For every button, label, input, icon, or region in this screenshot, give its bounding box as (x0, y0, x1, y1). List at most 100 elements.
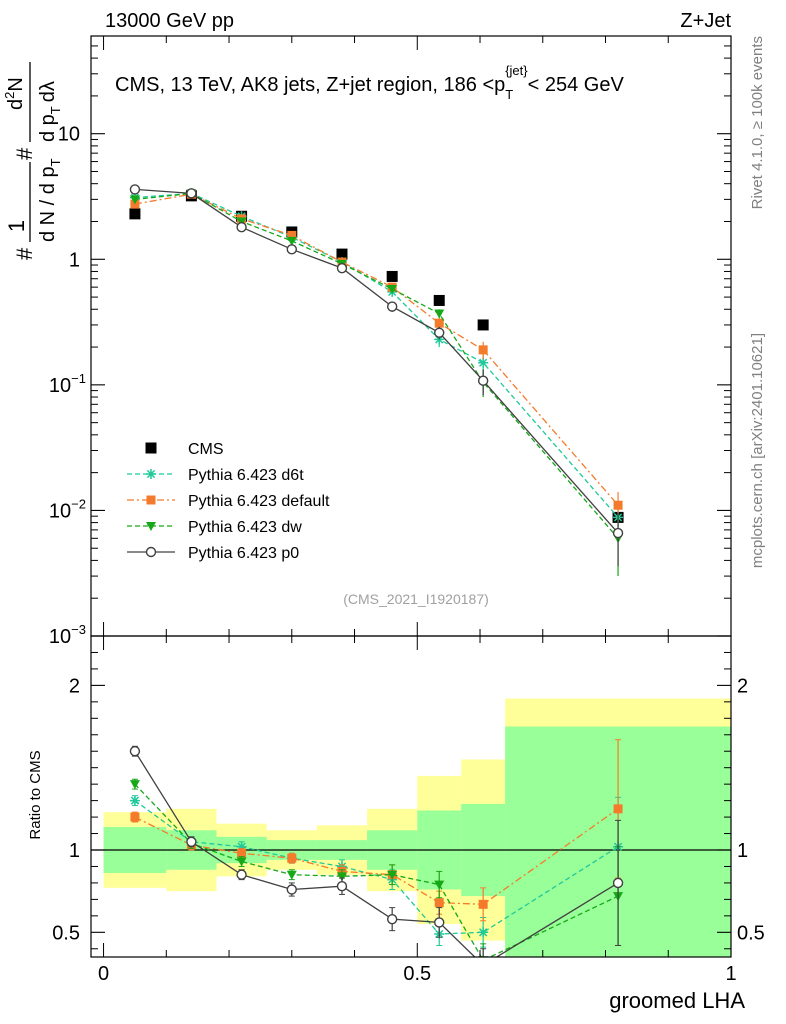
y-tick-base: 10 (49, 375, 71, 397)
legend-marker-default (146, 495, 156, 505)
d6t-ratio-point (129, 795, 140, 806)
y-tick-label: 10 (58, 124, 80, 146)
default-ratio-point (613, 804, 623, 814)
mcplots-label: mcplots.cern.ch [arXiv:2401.10621] (749, 333, 766, 568)
legend-label-default: Pythia 6.423 default (188, 493, 330, 510)
legend-label-p0: Pythia 6.423 p0 (188, 545, 299, 562)
header-left-label: 13000 GeV pp (105, 10, 234, 32)
analysis-id: (CMS_2021_I1920187) (343, 591, 489, 607)
y-tick-label: 1 (69, 249, 80, 271)
dw-ratio-point (478, 956, 489, 957)
default-line (134, 193, 619, 506)
p0-point (434, 327, 445, 338)
dw-ratio-point (336, 872, 347, 882)
y-tick-label: 10−3 (49, 622, 86, 648)
plot-title: CMS, 13 TeV, AK8 jets, Z+jet region, 186… (115, 63, 624, 102)
ylabel-dlambda: dλ (37, 81, 59, 102)
main-plot-area (129, 184, 624, 577)
ylabel-num-N: N (5, 77, 27, 91)
svg-text:d2N: d2N (2, 77, 27, 110)
dw-ratio-point (129, 780, 140, 790)
d6t-line (134, 192, 619, 518)
ratio-frame (90, 635, 732, 958)
legend-marker-dw (146, 522, 156, 531)
d6t-ratio-point (236, 841, 247, 852)
default-point (478, 345, 488, 355)
dw-ratio-line (134, 783, 619, 957)
svg-text:d pTdλ: d pTdλ (37, 81, 63, 142)
ratio-y-tick-label-right: 1 (737, 840, 748, 862)
y-tick-base: 10 (49, 500, 71, 522)
rivet-label: Rivet 4.1.0, ≥ 100k events (749, 36, 766, 209)
p0-point (336, 262, 348, 274)
ylabel-den: d N / d p (37, 166, 59, 242)
legend-marker-p0 (145, 546, 157, 558)
dw-ratio-point (434, 880, 445, 890)
ylabel-den2: d p (37, 114, 59, 142)
default-ratio-point (478, 899, 488, 909)
p0-ratio-point (386, 913, 398, 925)
legend-marker-d6t (146, 469, 156, 479)
dw-ratio-point (387, 870, 398, 880)
ratio-axis-ticks: 2 21 10.5 0.50 0.5 1 (52, 636, 765, 985)
ratio-y-tick-label-right: 2 (737, 675, 748, 697)
p0-point (612, 527, 624, 539)
header-right-label: Z+Jet (680, 10, 731, 32)
y-tick-exp: −3 (71, 622, 86, 637)
p0-point (129, 184, 141, 195)
y-tick-label: 10−1 (49, 371, 86, 397)
plot-title-sup: {jet} (505, 63, 528, 78)
cms-point (386, 270, 398, 282)
p0-point (286, 244, 297, 255)
ratio-plot-area (91, 698, 731, 970)
x-tick-label: 0 (98, 963, 109, 985)
default-point (287, 230, 297, 240)
p0-ratio-point (286, 884, 297, 895)
legend-label-dw: Pythia 6.423 dw (188, 519, 302, 536)
p0-ratio-point (479, 961, 488, 970)
p0-point (186, 188, 197, 199)
ratio-ylabel: Ratio to CMS (27, 750, 44, 839)
p0-point (236, 222, 247, 233)
svg-text:1: 1 (4, 220, 29, 232)
ratio-y-tick-label-left: 0.5 (52, 922, 80, 944)
ratio-panel: 2 21 10.5 0.50 0.5 1 Ratio to CMS (27, 635, 765, 985)
plot-title-sub: T (505, 87, 513, 102)
p0-ratio-point (434, 917, 445, 928)
dw-ratio-point (286, 870, 297, 880)
dw-point (387, 284, 398, 294)
main-ylabel: # 1 d N / d p T # d2N d pTdλ (2, 62, 63, 260)
y-tick-exp: −1 (71, 371, 86, 386)
legend-label-d6t: Pythia 6.423 d6t (188, 467, 304, 484)
dw-point (129, 195, 140, 205)
default-ratio-point (287, 853, 297, 863)
dw-point (434, 309, 445, 319)
x-tick-label: 0.5 (403, 963, 431, 985)
ylabel-num-d: d (5, 99, 27, 110)
cms-point (477, 319, 489, 331)
ylabel-den2-sub: T (48, 106, 63, 114)
dw-point (286, 236, 297, 246)
ylabel-hash-2: # (12, 147, 37, 160)
x-axis-label: groomed LHA (609, 988, 745, 1013)
default-ratio-point (434, 898, 444, 908)
ylabel-one: 1 (4, 220, 29, 232)
default-point (613, 500, 623, 510)
ylabel-hash: # (12, 247, 37, 260)
legend-label-cms: CMS (188, 441, 224, 458)
d6t-ratio-point (478, 927, 489, 938)
ylabel-num-2: 2 (2, 92, 17, 99)
default-ratio-point (130, 812, 140, 822)
main-frame (90, 35, 732, 637)
y-tick-base: 10 (49, 626, 71, 648)
y-tick-label: 10−2 (49, 496, 86, 522)
default-ratio-point (237, 848, 247, 858)
dw-line (134, 192, 619, 539)
x-tick-label: 1 (725, 963, 736, 985)
cms-point (433, 294, 445, 306)
cms-point (129, 208, 141, 220)
svg-text:#: # (12, 147, 37, 160)
